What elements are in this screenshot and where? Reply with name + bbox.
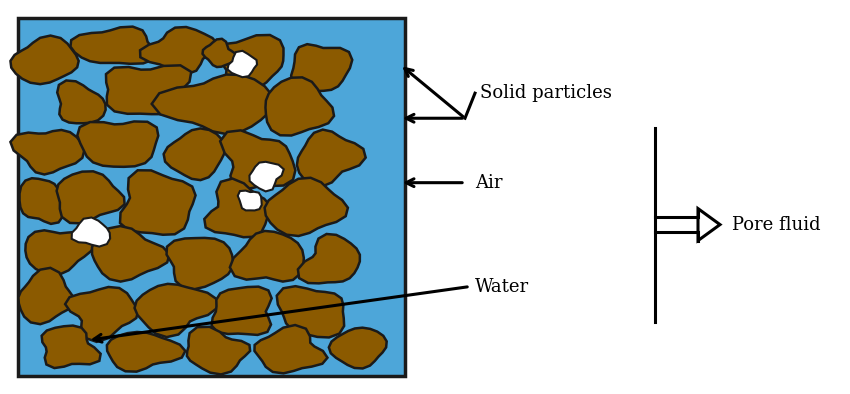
Polygon shape [120, 170, 196, 235]
Polygon shape [71, 27, 156, 64]
Polygon shape [220, 130, 296, 190]
Polygon shape [134, 284, 218, 337]
Polygon shape [57, 171, 125, 223]
Polygon shape [20, 178, 63, 224]
Text: Pore fluid: Pore fluid [732, 216, 820, 234]
Polygon shape [265, 77, 334, 136]
Polygon shape [10, 35, 79, 84]
Polygon shape [77, 121, 158, 167]
Polygon shape [204, 178, 269, 237]
Polygon shape [238, 191, 262, 210]
Polygon shape [329, 328, 387, 368]
Polygon shape [57, 80, 105, 123]
Polygon shape [42, 325, 100, 368]
Polygon shape [292, 44, 352, 91]
Polygon shape [202, 39, 237, 67]
Polygon shape [187, 327, 250, 374]
Polygon shape [19, 268, 74, 324]
Polygon shape [167, 238, 233, 289]
Polygon shape [297, 130, 366, 186]
Polygon shape [209, 35, 284, 92]
Polygon shape [228, 51, 257, 77]
Polygon shape [230, 231, 303, 282]
Text: Water: Water [475, 277, 529, 296]
Polygon shape [212, 287, 272, 335]
Polygon shape [71, 217, 110, 247]
Polygon shape [107, 332, 185, 372]
Polygon shape [264, 178, 348, 236]
Polygon shape [249, 162, 284, 191]
Polygon shape [26, 230, 94, 275]
Polygon shape [140, 27, 218, 74]
Polygon shape [92, 226, 169, 282]
Bar [18, 18, 405, 376]
Polygon shape [10, 130, 84, 175]
Polygon shape [254, 325, 327, 374]
Text: Air: Air [475, 174, 502, 191]
Text: Solid particles: Solid particles [480, 84, 612, 102]
Polygon shape [106, 65, 191, 114]
Polygon shape [698, 208, 720, 241]
Polygon shape [298, 234, 360, 283]
Polygon shape [164, 128, 225, 180]
Polygon shape [151, 74, 273, 134]
Polygon shape [277, 286, 344, 337]
Polygon shape [65, 287, 138, 342]
